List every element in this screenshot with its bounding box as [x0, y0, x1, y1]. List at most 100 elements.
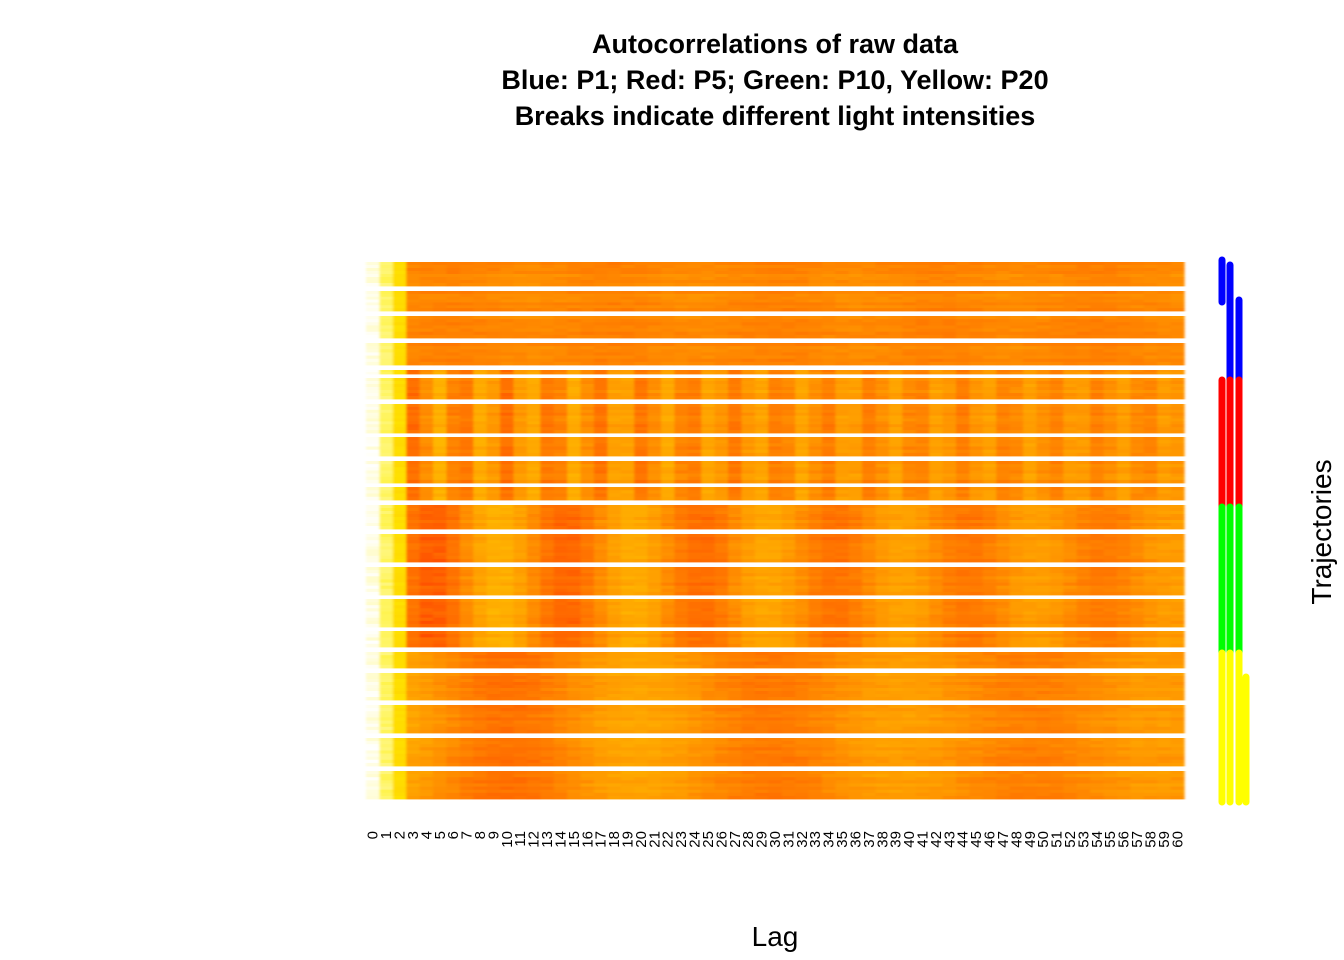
heatmap-cell — [540, 328, 555, 333]
heatmap-cell — [915, 280, 930, 284]
heatmap-cell — [446, 490, 461, 494]
heatmap-cell — [540, 352, 555, 356]
heatmap-cell — [768, 274, 783, 278]
heatmap-cell — [593, 409, 608, 414]
heatmap-cell — [459, 473, 474, 478]
heatmap-cell — [634, 443, 649, 447]
heatmap-cell — [1063, 549, 1078, 554]
heatmap-cell — [1063, 404, 1078, 408]
heatmap-cell — [808, 546, 823, 550]
heatmap-cell — [862, 308, 877, 312]
heatmap-cell — [540, 346, 555, 350]
heatmap-cell — [795, 404, 810, 408]
heatmap-cell — [593, 421, 608, 425]
heatmap-cell — [459, 409, 474, 414]
heatmap-cell — [701, 537, 716, 541]
heatmap-cell — [674, 331, 689, 336]
heatmap-cell — [473, 543, 488, 547]
heatmap-cell — [728, 308, 743, 312]
heatmap-cell — [419, 378, 434, 382]
heatmap-cell — [1116, 406, 1131, 411]
heatmap-cell — [540, 452, 555, 457]
heatmap-cell — [915, 505, 930, 509]
heatmap-cell — [808, 508, 823, 512]
heatmap-cell — [714, 412, 729, 416]
heatmap-cell — [1143, 496, 1158, 501]
heatmap-cell — [526, 546, 541, 550]
heatmap-cell — [647, 384, 662, 388]
heatmap-cell — [1090, 476, 1105, 481]
heatmap-cell — [674, 296, 689, 300]
heatmap-cell — [620, 262, 635, 266]
heatmap-cell — [956, 404, 971, 408]
heatmap-cell — [580, 274, 595, 278]
heatmap-cell — [593, 430, 608, 434]
heatmap-cell — [781, 546, 796, 550]
heatmap-cell — [607, 437, 622, 441]
heatmap-cell — [500, 274, 515, 278]
heatmap-cell — [982, 552, 997, 557]
heatmap-cell — [567, 470, 582, 474]
heatmap-cell — [728, 396, 743, 400]
heatmap-cell — [620, 493, 635, 498]
heatmap-cell — [567, 479, 582, 484]
heatmap-cell — [701, 280, 716, 284]
heatmap-cell — [634, 302, 649, 306]
heatmap-cell — [607, 355, 622, 360]
heatmap-cell — [553, 534, 568, 538]
heatmap-cell — [634, 406, 649, 411]
heatmap-cell — [567, 540, 582, 544]
heatmap-cell — [1090, 277, 1105, 281]
heatmap-cell — [835, 440, 850, 444]
heatmap-cell — [647, 511, 662, 515]
chart-title: Autocorrelations of raw data — [591, 29, 959, 59]
heatmap-cell — [634, 526, 649, 530]
heatmap-cell — [1063, 446, 1078, 451]
heatmap-cell — [567, 487, 582, 491]
heatmap-cell — [647, 461, 662, 465]
heatmap-cell — [446, 370, 461, 373]
heatmap-cell — [875, 424, 890, 428]
heatmap-cell — [1009, 305, 1024, 309]
heatmap-cell — [942, 346, 957, 350]
heatmap-cell — [540, 415, 555, 419]
heatmap-cell — [392, 490, 407, 494]
heatmap-cell — [1103, 280, 1118, 284]
heatmap-cell — [808, 440, 823, 444]
heatmap-cell — [459, 265, 474, 269]
heatmap-cell — [862, 387, 877, 391]
heatmap-cell — [567, 325, 582, 329]
heatmap-cell — [406, 291, 421, 295]
heatmap-cell — [366, 415, 381, 419]
heatmap-cell — [902, 421, 917, 425]
heatmap-cell — [1036, 283, 1051, 287]
heatmap-cell — [513, 437, 528, 441]
heatmap-cell — [567, 467, 582, 471]
heatmap-cell — [634, 358, 649, 363]
heatmap-cell — [687, 361, 702, 366]
heatmap-cell — [473, 283, 488, 287]
heatmap-cell — [728, 319, 743, 323]
heatmap-cell — [459, 487, 474, 491]
heatmap-cell — [674, 427, 689, 431]
heatmap-cell — [406, 452, 421, 457]
heatmap-cell — [486, 517, 501, 521]
heatmap-cell — [1049, 372, 1064, 375]
heatmap-cell — [526, 291, 541, 295]
heatmap-cell — [1063, 299, 1078, 303]
heatmap-cell — [1103, 406, 1118, 411]
heatmap-cell — [1063, 540, 1078, 544]
heatmap-cell — [419, 355, 434, 360]
heatmap-cell — [929, 490, 944, 494]
heatmap-cell — [728, 393, 743, 397]
heatmap-cell — [1049, 334, 1064, 339]
heatmap-cell — [741, 540, 756, 544]
heatmap-cell — [433, 331, 448, 336]
heatmap-cell — [567, 543, 582, 547]
heatmap-cell — [580, 370, 595, 373]
heatmap-cell — [714, 265, 729, 269]
heatmap-cell — [1036, 274, 1051, 278]
heatmap-cell — [821, 464, 836, 468]
heatmap-cell — [808, 540, 823, 544]
heatmap-cell — [821, 372, 836, 375]
